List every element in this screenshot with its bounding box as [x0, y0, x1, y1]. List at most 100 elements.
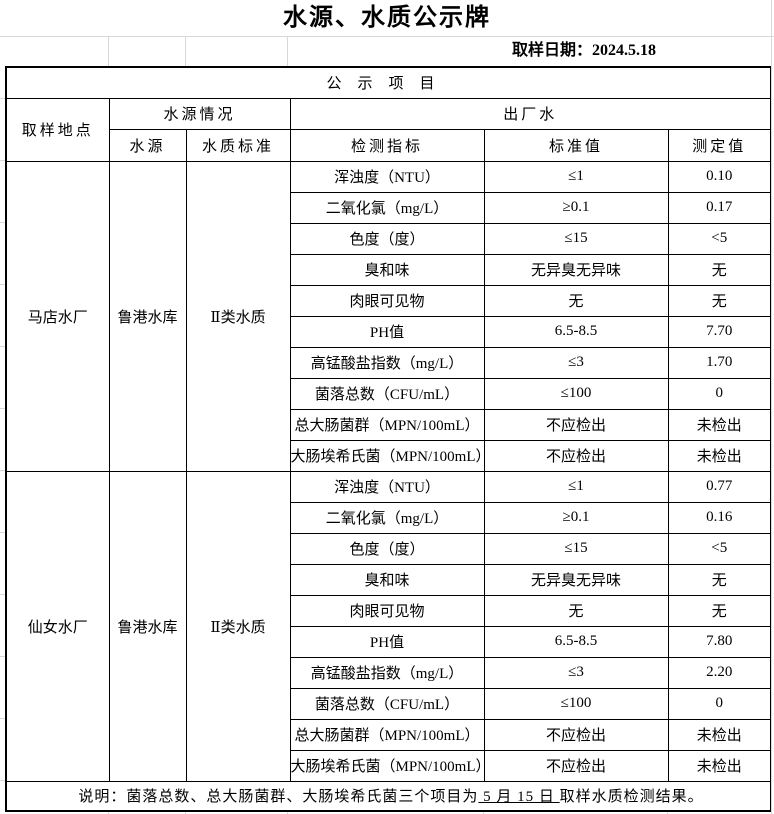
col-header-source-group: 水源情况 [108, 97, 291, 130]
plant-name-cell: 马店水厂 [5, 160, 110, 472]
gridline [108, 36, 109, 66]
cell-standard-value: ≤100 [483, 377, 669, 410]
cell-measured-value: 未检出 [667, 408, 772, 441]
note-suffix: 取样水质检测结果。 [559, 789, 704, 806]
cell-indicator: 总大肠菌群（MPN/100mL） [289, 718, 485, 751]
gridline [0, 284, 5, 285]
section-header-cell: 公示项目 [5, 66, 772, 99]
gridline [0, 532, 5, 533]
table-row: PH值 6.5-8.5 7.80 [6, 625, 772, 658]
cell-measured-value: 无 [667, 284, 772, 317]
sampling-date-label: 取样日期：2024.5.18 [511, 42, 656, 59]
col-header-quality-standard: 水质标准 [185, 128, 291, 162]
cell-standard-value: 无异臭无异味 [483, 253, 669, 286]
plant-quality-cell: Ⅱ类水质 [185, 160, 291, 472]
table-row: 菌落总数（CFU/mL） ≤100 0 [6, 377, 772, 410]
cell-measured-value: 1.70 [667, 346, 772, 379]
note-cell: 说明：菌落总数、总大肠菌群、大肠埃希氏菌三个项目为 5 月 15 日 取样水质检… [5, 780, 772, 812]
table-row: 总大肠菌群（MPN/100mL） 不应检出 未检出 [6, 718, 772, 751]
col-header-indicator: 检测指标 [289, 128, 485, 162]
cell-indicator: 菌落总数（CFU/mL） [289, 377, 485, 410]
cell-indicator: 菌落总数（CFU/mL） [289, 687, 485, 720]
cell-indicator: 总大肠菌群（MPN/100mL） [289, 408, 485, 441]
table-row: 臭和味 无异臭无异味 无 [6, 253, 772, 286]
table-row: 菌落总数（CFU/mL） ≤100 0 [6, 687, 772, 720]
cell-indicator: 色度（度） [289, 532, 485, 565]
gridline [287, 36, 288, 66]
table-row: 肉眼可见物 无 无 [6, 594, 772, 627]
cell-indicator: PH值 [289, 315, 485, 348]
plant-name-cell: 仙女水厂 [5, 470, 110, 782]
cell-measured-value: 未检出 [667, 439, 772, 472]
col-header-factory-water: 出厂水 [289, 97, 772, 130]
table-row: 高锰酸盐指数（mg/L） ≤3 1.70 [6, 346, 772, 379]
table-row: 色度（度） ≤15 <5 [6, 222, 772, 255]
table-row: 马店水厂 鲁港水库 Ⅱ类水质 浑浊度（NTU） ≤1 0.10 [5, 160, 772, 472]
cell-indicator: 二氧化氯（mg/L） [289, 191, 485, 224]
col-header-measured-value: 测定值 [667, 128, 772, 162]
note-prefix: 说明：菌落总数、总大肠菌群、大肠埃希氏菌三个项目为 [78, 789, 479, 806]
cell-standard-value: ≤1 [483, 160, 669, 193]
table-row: 大肠埃希氏菌（MPN/100mL） 不应检出 未检出 [6, 749, 772, 782]
gridline [667, 812, 668, 814]
cell-measured-value: <5 [667, 532, 772, 565]
cell-indicator: 臭和味 [289, 253, 485, 286]
cell-measured-value: 7.70 [667, 315, 772, 348]
header-row-2: 水源 水质标准 检测指标 标准值 测定值 [6, 128, 772, 162]
cell-indicator: 肉眼可见物 [289, 284, 485, 317]
cell-standard-value: ≤15 [483, 222, 669, 255]
cell-indicator: 肉眼可见物 [289, 594, 485, 627]
table-row: PH值 6.5-8.5 7.70 [6, 315, 772, 348]
cell-standard-value: 无异臭无异味 [483, 563, 669, 596]
note-underlined-date: 5 月 15 日 [478, 789, 560, 806]
water-quality-table: 公示项目 取样地点 水源情况 出厂水 水源 水质标准 检测指标 标准值 测定值 … [5, 66, 773, 812]
cell-measured-value: 无 [667, 563, 772, 596]
gridline [0, 346, 5, 347]
cell-measured-value: 0.10 [667, 160, 772, 193]
gridline [185, 36, 186, 66]
plant-quality-cell: Ⅱ类水质 [185, 470, 291, 782]
cell-standard-value: ≥0.1 [483, 191, 669, 224]
cell-indicator: 浑浊度（NTU） [289, 470, 485, 503]
cell-measured-value: 0 [667, 377, 772, 410]
gridline [0, 656, 5, 657]
cell-measured-value: 无 [667, 253, 772, 286]
cell-standard-value: ≤3 [483, 656, 669, 689]
cell-measured-value: 未检出 [667, 749, 772, 782]
gridline [0, 594, 5, 595]
cell-standard-value: ≤3 [483, 346, 669, 379]
cell-measured-value: 0.17 [667, 191, 772, 224]
note-row: 说明：菌落总数、总大肠菌群、大肠埃希氏菌三个项目为 5 月 15 日 取样水质检… [5, 780, 772, 812]
cell-standard-value: 不应检出 [483, 439, 669, 472]
gridline [108, 812, 109, 814]
cell-standard-value: 6.5-8.5 [483, 315, 669, 348]
cell-indicator: PH值 [289, 625, 485, 658]
gridline [771, 0, 772, 814]
cell-measured-value: 未检出 [667, 718, 772, 751]
gridline [0, 98, 5, 99]
cell-standard-value: ≤100 [483, 687, 669, 720]
cell-indicator: 二氧化氯（mg/L） [289, 501, 485, 534]
section-header-row: 公示项目 [5, 66, 772, 99]
gridline [0, 408, 5, 409]
cell-indicator: 大肠埃希氏菌（MPN/100mL） [289, 439, 485, 472]
cell-standard-value: 无 [483, 284, 669, 317]
plant-source-cell: 鲁港水库 [108, 470, 187, 782]
table-row: 二氧化氯（mg/L） ≥0.1 0.17 [6, 191, 772, 224]
col-header-standard-value: 标准值 [483, 128, 669, 162]
cell-indicator: 高锰酸盐指数（mg/L） [289, 656, 485, 689]
cell-indicator: 高锰酸盐指数（mg/L） [289, 346, 485, 379]
cell-standard-value: 不应检出 [483, 408, 669, 441]
gridline [0, 222, 5, 223]
cell-measured-value: 7.80 [667, 625, 772, 658]
gridline [287, 812, 288, 814]
table-row: 仙女水厂 鲁港水库 Ⅱ类水质 浑浊度（NTU） ≤1 0.77 [5, 470, 772, 782]
header-row-1: 取样地点 水源情况 出厂水 [5, 97, 772, 162]
col-header-source: 水源 [108, 128, 187, 162]
plant-source-cell: 鲁港水库 [108, 160, 187, 472]
cell-standard-value: 无 [483, 594, 669, 627]
cell-standard-value: ≤1 [483, 470, 669, 503]
gridline [0, 36, 774, 37]
cell-standard-value: ≥0.1 [483, 501, 669, 534]
